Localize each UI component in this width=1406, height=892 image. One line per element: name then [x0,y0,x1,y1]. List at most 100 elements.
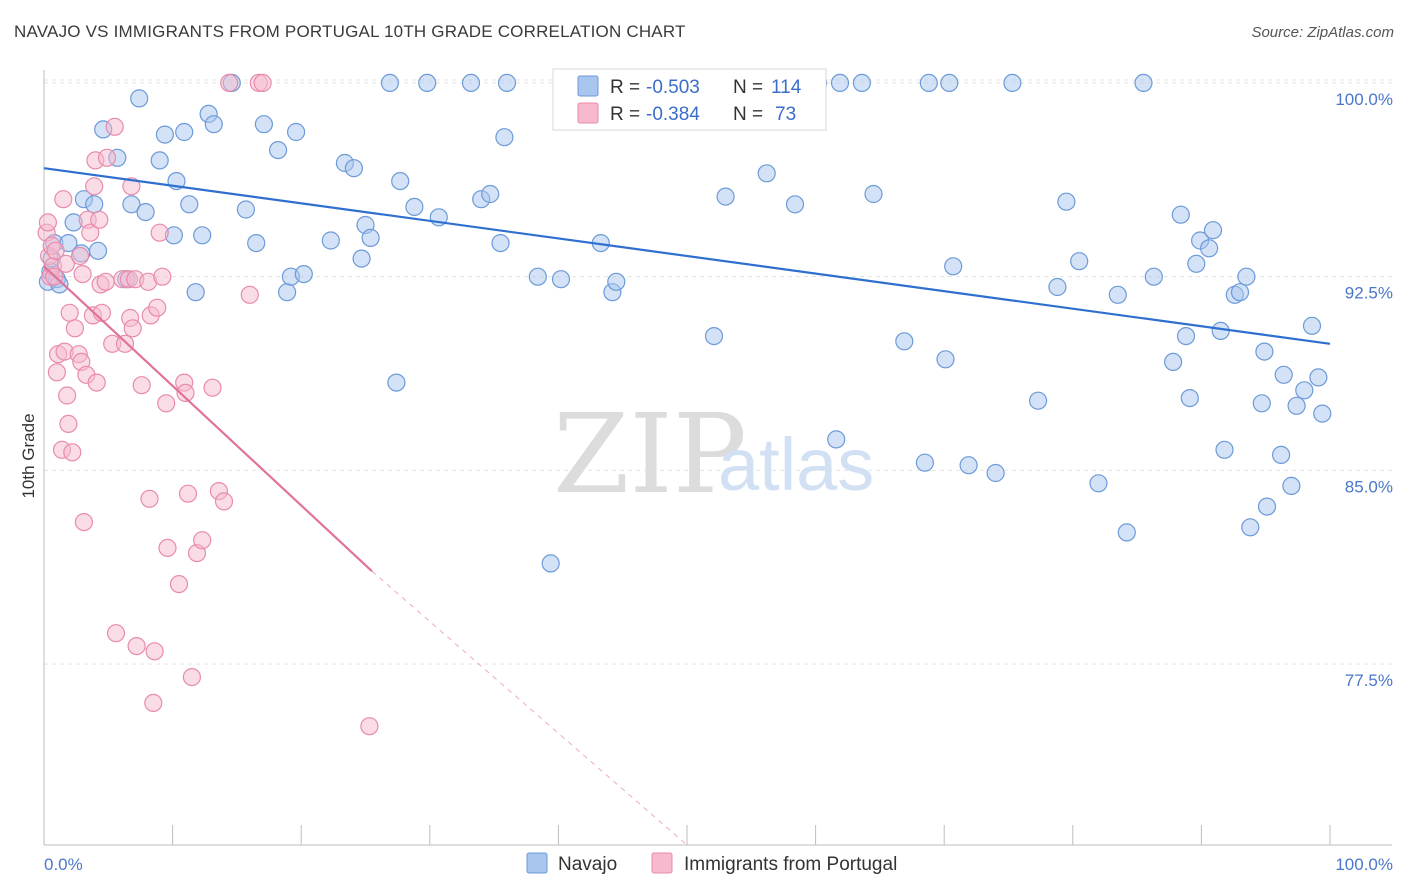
navajo-point [1089,474,1108,493]
portugal-point [59,414,78,433]
navajo-point [1257,497,1277,516]
navajo-point [387,373,406,392]
navajo-trend-line [43,167,1331,345]
grid-lines [44,79,1392,665]
navajo-point [1230,283,1250,302]
navajo-point [418,73,437,93]
navajo-point [352,249,371,268]
legend-n-value-navajo: 114 [771,77,802,98]
portugal-point [153,267,172,286]
portugal-point [144,693,163,713]
navajo-point [1117,523,1136,542]
navajo-point [1274,365,1293,384]
navajo-point [528,267,547,286]
navajo-point [150,151,169,170]
watermark: ZIP atlas [553,390,874,518]
navajo-point [278,283,297,302]
portugal-point [73,265,92,284]
portugal-point [81,223,100,242]
navajo-point [497,73,517,93]
portugal-point [63,443,82,462]
navajo-point [827,430,846,449]
portugal-point [148,298,167,317]
navajo-point [1287,396,1306,415]
y-tick-label: 77.5% [1345,671,1393,690]
portugal-point [169,574,189,594]
navajo-point [321,231,340,250]
watermark-zip: ZIP [553,390,747,518]
legend-n-label-navajo: N = [733,77,763,98]
navajo-point [361,228,380,247]
navajo-point [247,234,266,253]
navajo-point [1302,316,1322,335]
portugal-point [56,254,76,273]
legend: R = -0.503 N = 114 R = -0.384 N = 73 [552,68,827,131]
navajo-point [895,332,914,351]
navajo-point [852,73,872,93]
portugal-point [38,213,58,232]
portugal-point [105,117,124,136]
portugal-point [157,394,176,413]
navajo-point [1215,440,1234,459]
portugal-point [132,376,151,395]
navajo-point [1144,267,1163,286]
navajo-point [236,200,255,219]
portugal-point [90,210,109,229]
portugal-point [54,190,73,209]
navajo-point [1252,394,1271,413]
bottom-legend-swatch-navajo [526,852,548,874]
y-tick-label: 100.0% [1335,90,1393,109]
navajo-point [944,257,963,276]
navajo-point [495,128,514,147]
portugal-point [360,717,379,736]
navajo-point [491,234,510,253]
navajo-point [391,172,410,191]
navajo-point [785,195,805,214]
navajo-point [1134,73,1153,93]
navajo-point [919,73,938,93]
navajo-point [1028,391,1048,410]
portugal-point [214,492,234,511]
navajo-point [1070,252,1089,271]
legend-swatch-navajo [577,75,599,97]
portugal-point [96,272,115,291]
bottom-legend: Navajo Immigrants from Portugal [526,852,897,875]
navajo-point [254,115,273,134]
navajo-point [1255,342,1274,361]
axes [43,70,1392,846]
navajo-point [1313,404,1332,423]
navajo-point [294,265,313,284]
portugal-point [150,223,169,242]
trend-lines [43,167,1331,846]
portugal-point [85,177,104,196]
legend-r-label-portugal: R = [610,104,640,125]
navajo-point [155,125,174,144]
portugal-point [127,636,146,656]
y-tick-label: 92.5% [1345,284,1393,303]
navajo-point [344,159,363,178]
portugal-point [115,334,135,353]
navajo-point [1295,381,1314,400]
bottom-legend-swatch-portugal [651,852,673,874]
portugal-point [182,667,201,687]
navajo-point [204,115,223,134]
navajo-point [481,184,500,204]
chart-source: Source: ZipAtlas.com [1251,24,1394,41]
navajo-point [85,195,104,214]
portugal-point [178,484,198,503]
x-tick-label-min: 0.0% [44,855,83,874]
navajo-point [757,164,776,183]
legend-r-label-navajo: R = [610,77,640,98]
navajo-point [1187,254,1206,273]
bottom-legend-label-portugal: Immigrants from Portugal [684,854,897,875]
bottom-legend-label-navajo: Navajo [558,854,617,875]
portugal-point [97,148,117,167]
x-tick-labels: 0.0% 100.0% [44,855,1393,874]
portugal-point [203,378,222,397]
navajo-point [1176,327,1196,346]
navajo-point [959,456,978,475]
y-axis-label: 10th Grade [19,413,38,498]
navajo-point [864,184,883,204]
navajo-point [936,350,955,369]
